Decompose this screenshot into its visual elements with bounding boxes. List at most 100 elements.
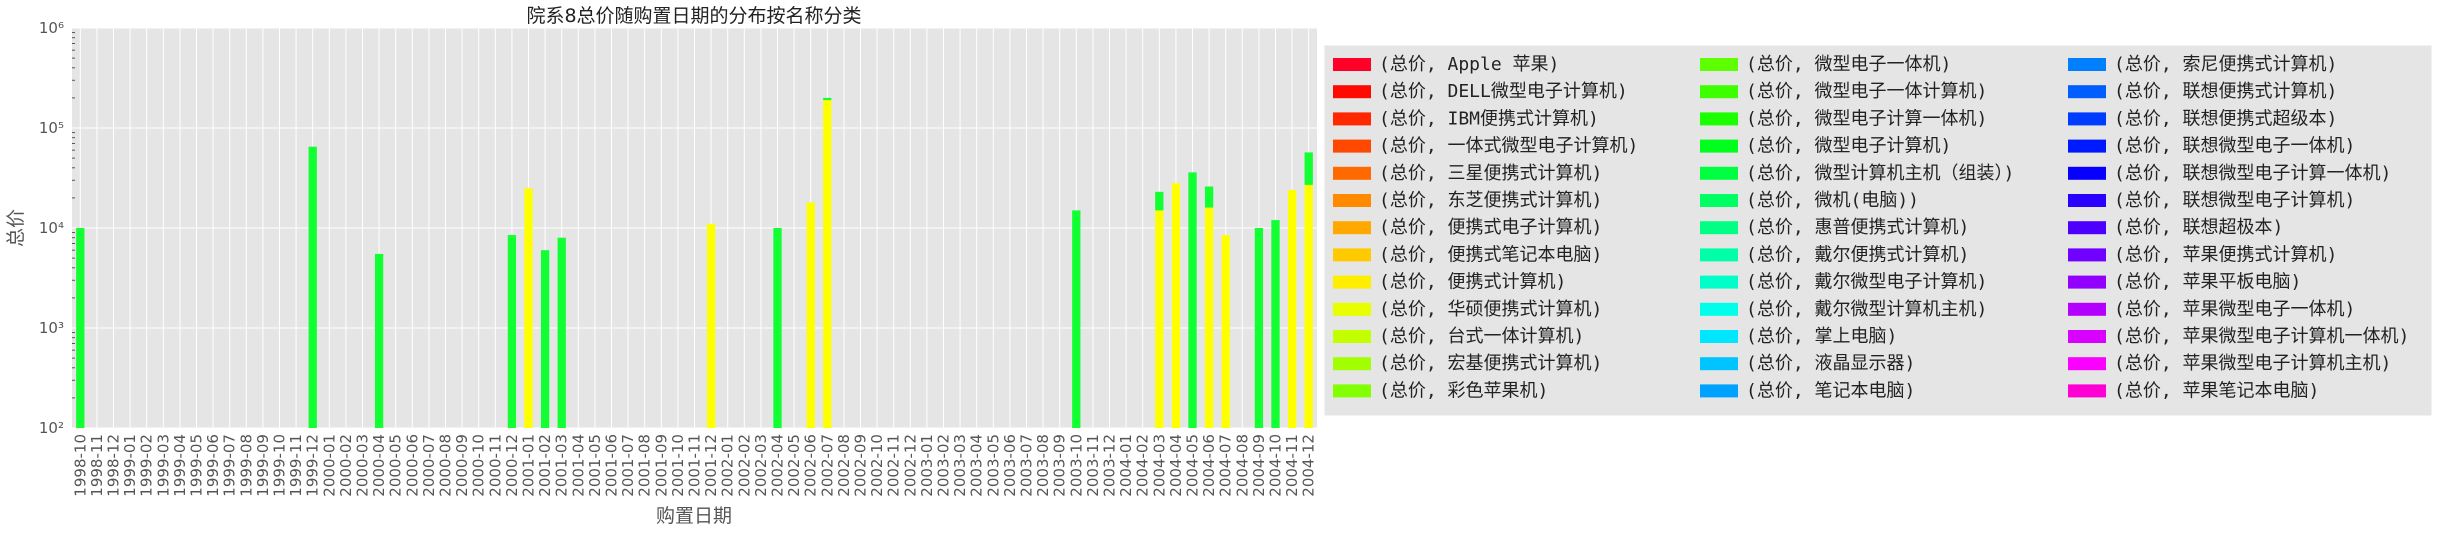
- x-tick-label: 1999-06: [204, 434, 222, 497]
- x-tick-label: 1999-02: [138, 434, 156, 497]
- bar: [1204, 186, 1214, 208]
- legend-swatch: [1700, 275, 1738, 289]
- legend-swatch: [2068, 330, 2106, 343]
- legend-swatch: [1333, 330, 1371, 343]
- x-tick-label: 2003-04: [968, 434, 986, 497]
- legend-swatch: [1333, 357, 1371, 371]
- x-tick-label: 2002-11: [885, 434, 903, 497]
- legend-swatch: [1333, 112, 1371, 126]
- legend-entry: (总价, 苹果微型电子一体机): [2114, 299, 2355, 320]
- legend-swatch: [1333, 275, 1371, 289]
- x-tick-label: 2004-08: [1233, 434, 1251, 497]
- bar: [1304, 152, 1313, 185]
- x-tick-label: 2004-10: [1267, 434, 1285, 497]
- bar: [1254, 228, 1264, 428]
- bar: [374, 253, 384, 428]
- legend-swatch: [2068, 275, 2106, 289]
- x-tick-label: 2000-12: [503, 434, 521, 497]
- x-tick-label: 2003-10: [1067, 434, 1085, 497]
- x-tick-label: 2002-08: [835, 434, 853, 497]
- x-tick-label: 2001-10: [669, 434, 687, 497]
- legend-swatch: [2068, 166, 2106, 180]
- legend-entry: (总价, IBM便携式计算机): [1379, 108, 1599, 129]
- x-tick-label: 2000-04: [370, 434, 388, 497]
- x-tick-label: 1999-07: [221, 434, 239, 497]
- legend-swatch: [2068, 139, 2106, 153]
- x-tick-label: 2000-08: [437, 434, 455, 497]
- x-tick-label: 2002-09: [852, 434, 870, 497]
- legend-swatch: [2068, 302, 2106, 316]
- legend-swatch: [1333, 384, 1371, 398]
- bar: [823, 97, 832, 101]
- x-tick-label: 2003-11: [1084, 434, 1102, 497]
- bar: [540, 250, 550, 428]
- legend-entry: (总价, Apple 苹果): [1379, 54, 1559, 75]
- x-tick-label: 2004-04: [1167, 434, 1185, 497]
- x-tick-label: 2004-06: [1200, 434, 1218, 497]
- x-tick-label: 2002-10: [868, 434, 886, 497]
- legend-entry: (总价, 微型计算机主机（组装）): [1746, 163, 2014, 184]
- legend-swatch: [1700, 139, 1738, 153]
- x-tick-label: 2001-01: [520, 434, 538, 497]
- bar: [1287, 189, 1297, 428]
- bar: [1188, 172, 1197, 428]
- legend-entry: (总价, 苹果笔记本电脑): [2114, 380, 2319, 401]
- legend-entry: (总价, 微型电子计算一体机): [1746, 108, 1987, 129]
- bar: [557, 237, 566, 428]
- legend-swatch: [1700, 85, 1738, 99]
- x-tick-label: 2002-12: [901, 434, 919, 497]
- x-tick-label: 2004-12: [1300, 434, 1318, 497]
- legend-entry: (总价, 一体式微型电子计算机): [1379, 136, 1638, 157]
- legend-entry: (总价, 东芝便携式计算机): [1379, 190, 1602, 211]
- legend-entry: (总价, 台式一体计算机): [1379, 326, 1584, 347]
- y-axis-label: 总价: [5, 209, 27, 247]
- y-tick-label: 10⁴: [39, 219, 64, 237]
- x-tick-label: 2002-02: [735, 434, 753, 497]
- bar: [507, 235, 517, 428]
- x-tick-label: 1998-12: [105, 434, 123, 497]
- legend-entry: (总价, 联想便携式超级本): [2114, 108, 2337, 129]
- x-tick-label: 2003-12: [1101, 434, 1119, 497]
- bar: [806, 202, 815, 428]
- legend: (总价, Apple 苹果) (总价, DELL微型电子计算机) (总价, IBM便…: [1333, 54, 2409, 401]
- bars: [76, 97, 1313, 429]
- legend-entry: (总价, 宏基便携式计算机): [1379, 353, 1602, 374]
- x-tick-label: 1999-03: [154, 434, 172, 497]
- x-tick-label: 2002-07: [818, 434, 836, 497]
- x-tick-label: 1999-11: [287, 434, 305, 497]
- legend-swatch: [2068, 194, 2106, 207]
- legend-entry: (总价, 苹果微型电子计算机一体机): [2114, 326, 2409, 347]
- y-tick-label: 10³: [39, 319, 64, 337]
- x-tick-label: 2000-07: [420, 434, 438, 497]
- bar: [76, 228, 85, 428]
- legend-swatch: [2068, 85, 2106, 99]
- legend-swatch: [1700, 166, 1738, 180]
- x-tick-label: 1999-04: [171, 434, 189, 497]
- x-tick-label: 2001-06: [603, 434, 621, 497]
- chart-title: 院系8总价随购置日期的分布按名称分类: [526, 5, 861, 27]
- legend-swatch: [1333, 221, 1371, 235]
- legend-swatch: [1333, 85, 1371, 99]
- legend-entry: (总价, DELL微型电子计算机): [1379, 81, 1628, 102]
- x-tick-label: 2000-09: [453, 434, 471, 497]
- x-tick-label: 2001-02: [536, 434, 554, 497]
- legend-swatch: [2068, 384, 2106, 398]
- legend-swatch: [1700, 248, 1738, 262]
- legend-entry: (总价, 掌上电脑): [1746, 326, 1897, 347]
- x-tick-label: 2002-04: [769, 434, 787, 497]
- legend-entry: (总价, 便携式笔记本电脑): [1379, 244, 1602, 265]
- bar: [1155, 210, 1164, 428]
- bar: [823, 100, 832, 429]
- x-tick-label: 2004-01: [1117, 434, 1135, 497]
- x-tick-label: 1999-05: [188, 434, 206, 497]
- legend-entry: (总价, 戴尔微型计算机主机): [1746, 299, 1987, 320]
- legend-swatch: [1700, 112, 1738, 126]
- x-tick-label: 2002-01: [719, 434, 737, 497]
- x-tick-label: 1999-09: [254, 434, 272, 497]
- x-tick-label: 2004-02: [1134, 434, 1152, 497]
- legend-entry: (总价, 联想微型电子计算一体机): [2114, 163, 2391, 184]
- bar: [1221, 235, 1230, 428]
- x-tick-label: 2004-11: [1283, 434, 1301, 497]
- legend-swatch: [1700, 330, 1738, 343]
- legend-entry: (总价, 苹果微型电子计算机主机): [2114, 353, 2391, 374]
